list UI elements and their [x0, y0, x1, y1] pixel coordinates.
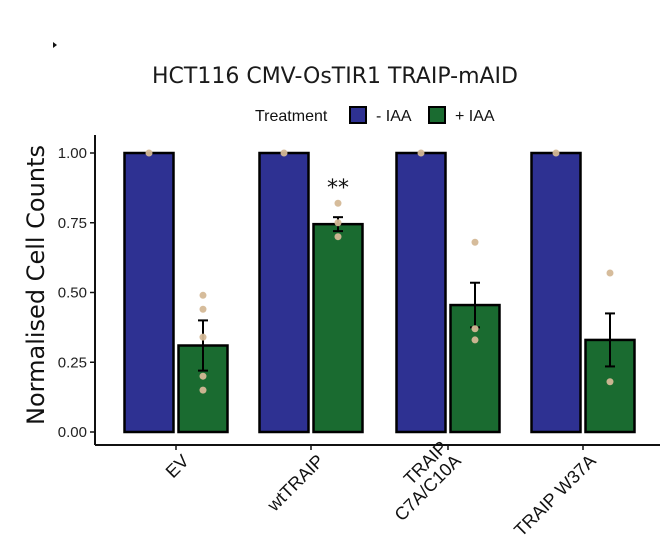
data-point	[199, 386, 207, 394]
data-point	[417, 149, 425, 157]
data-point	[606, 378, 614, 386]
y-tick-label: 0.25	[58, 354, 87, 371]
x-tick-label-line: TRAIP W37A	[510, 451, 600, 541]
data-point	[199, 333, 207, 341]
bar	[395, 151, 447, 434]
data-point	[334, 219, 342, 227]
legend-label-plus-iaa: + IAA	[455, 108, 495, 125]
bar	[258, 151, 310, 434]
x-tick-label: TRAIPC7A/C10A	[377, 437, 465, 525]
chart-title: HCT116 CMV-OsTIR1 TRAIP-mAID	[152, 64, 518, 89]
y-axis-label: Normalised Cell Counts	[22, 145, 50, 425]
legend-label-minus-iaa: - IAA	[376, 108, 412, 125]
data-point	[471, 325, 479, 333]
data-point	[280, 149, 288, 157]
y-tick-label: 0.00	[58, 424, 87, 441]
legend-swatch-minus-iaa	[349, 106, 367, 124]
y-tick-label: 0.75	[58, 215, 87, 232]
x-tick-label: wtTRAIP	[263, 451, 328, 516]
x-tick-label: EV	[162, 451, 193, 482]
data-point	[606, 269, 614, 277]
stray-mark	[53, 42, 57, 48]
significance-label: **	[327, 176, 349, 201]
data-point	[199, 305, 207, 313]
data-point	[145, 149, 153, 157]
legend-title: Treatment	[255, 108, 328, 125]
y-tick-label: 1.00	[58, 145, 87, 162]
x-tick-label-line: EV	[162, 451, 193, 482]
data-point	[471, 336, 479, 344]
plot-area: 0.00 0.25 0.50 0.75 1.00 EV wtTRAIP TRAIPC7A/C1…	[58, 135, 660, 540]
legend-swatch-plus-iaa	[428, 106, 446, 124]
bar	[530, 151, 582, 434]
data-point	[199, 372, 207, 380]
data-point	[334, 233, 342, 241]
data-point	[199, 291, 207, 299]
bar	[312, 222, 364, 434]
data-point	[334, 199, 342, 207]
y-tick-label: 0.50	[58, 285, 87, 302]
x-tick-label: TRAIP W37A	[510, 451, 600, 541]
data-point	[471, 238, 479, 246]
data-point	[552, 149, 560, 157]
bar	[123, 151, 175, 434]
legend: Treatment - IAA + IAA	[255, 106, 495, 125]
x-tick-label-line: wtTRAIP	[263, 451, 328, 516]
